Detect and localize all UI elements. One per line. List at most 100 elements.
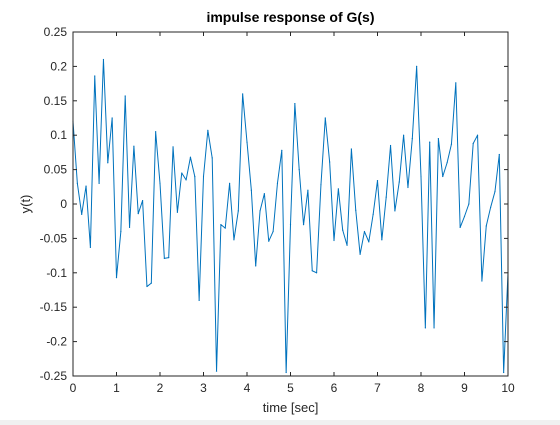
data-point <box>189 156 192 158</box>
data-point <box>411 138 413 140</box>
data-point <box>476 134 479 136</box>
data-point <box>350 148 352 150</box>
y-tick-label: 0.1 <box>50 128 67 142</box>
data-point <box>424 327 426 329</box>
data-point <box>159 182 161 184</box>
data-point <box>211 157 213 159</box>
data-point <box>416 65 418 67</box>
data-point <box>342 229 344 231</box>
data-point <box>498 153 500 156</box>
data-point <box>268 240 270 242</box>
data-point <box>503 371 505 374</box>
y-tick-label: 0 <box>60 197 67 211</box>
axes-background <box>73 32 508 376</box>
data-point <box>294 102 296 105</box>
data-point <box>89 246 91 248</box>
data-point <box>442 175 444 178</box>
data-point <box>250 189 252 191</box>
data-point <box>316 272 318 274</box>
data-point <box>220 224 222 226</box>
data-point <box>355 209 357 211</box>
data-point <box>363 230 366 233</box>
data-point <box>468 203 470 205</box>
data-point <box>311 270 313 272</box>
data-point <box>263 193 265 195</box>
y-tick-label: -0.1 <box>46 266 67 280</box>
data-point <box>455 82 457 84</box>
data-point <box>463 215 466 217</box>
data-point <box>485 225 487 227</box>
data-point <box>420 175 422 178</box>
data-point <box>276 182 279 184</box>
data-point <box>403 134 405 136</box>
x-tick-label: 1 <box>113 381 120 395</box>
data-point <box>81 213 83 215</box>
x-tick-label: 3 <box>200 381 207 395</box>
data-point <box>128 226 131 228</box>
data-point <box>433 327 435 329</box>
data-point <box>285 371 287 374</box>
data-point <box>168 257 170 259</box>
data-point <box>202 175 205 178</box>
data-point <box>102 58 105 61</box>
x-tick-label: 0 <box>70 381 77 395</box>
data-point <box>490 206 492 209</box>
data-point <box>194 175 196 178</box>
data-point <box>472 142 474 145</box>
data-point <box>481 280 483 282</box>
data-point <box>359 253 361 255</box>
data-point <box>107 162 109 164</box>
data-point <box>185 179 187 181</box>
data-point <box>76 182 78 184</box>
y-tick-label: -0.05 <box>40 231 68 245</box>
data-point <box>298 169 300 171</box>
data-point <box>215 370 218 372</box>
y-tick-label: 0.05 <box>44 163 68 177</box>
data-point <box>150 282 152 284</box>
data-point <box>259 210 261 212</box>
data-point <box>207 129 209 131</box>
data-point <box>407 186 409 189</box>
data-point <box>459 226 461 228</box>
data-point <box>307 189 309 191</box>
chart-title: impulse response of G(s) <box>206 9 374 25</box>
data-point <box>398 181 400 183</box>
y-tick-label: 0.25 <box>44 25 68 39</box>
y-tick-label: -0.15 <box>40 300 68 314</box>
data-point <box>98 182 100 184</box>
y-tick-label: -0.25 <box>40 369 68 383</box>
ticks-layer: 0 1 2 3 4 5 6 7 8 9 10 -0.25 -0.2 -0.15 -0.1 -0.05 0 0.05… <box>40 25 515 395</box>
data-point <box>224 227 226 229</box>
data-point <box>446 162 448 164</box>
y-tick-label: 0.2 <box>50 59 67 73</box>
data-point <box>281 149 283 151</box>
y-tick-label: -0.2 <box>46 335 67 349</box>
data-point <box>94 75 96 77</box>
x-tick-label: 4 <box>244 381 251 395</box>
data-point <box>255 265 257 267</box>
data-point <box>389 144 392 147</box>
data-point <box>181 172 183 174</box>
y-axis-label: y(t) <box>18 195 33 214</box>
data-point <box>394 210 396 212</box>
data-point <box>381 239 383 241</box>
data-point <box>142 199 144 202</box>
x-tick-label: 6 <box>331 381 338 395</box>
data-point <box>429 141 431 143</box>
x-tick-label: 8 <box>418 381 425 395</box>
x-axis-label: time [sec] <box>263 400 319 415</box>
data-point <box>494 191 496 193</box>
data-point <box>272 230 274 233</box>
data-point <box>137 213 139 215</box>
data-point <box>289 224 292 226</box>
x-tick-label: 7 <box>374 381 381 395</box>
data-point <box>155 131 157 133</box>
data-point <box>368 241 370 243</box>
data-point <box>237 210 239 212</box>
x-tick-label: 10 <box>501 381 515 395</box>
data-point <box>320 184 322 186</box>
data-point <box>133 145 135 147</box>
data-point <box>346 244 348 246</box>
